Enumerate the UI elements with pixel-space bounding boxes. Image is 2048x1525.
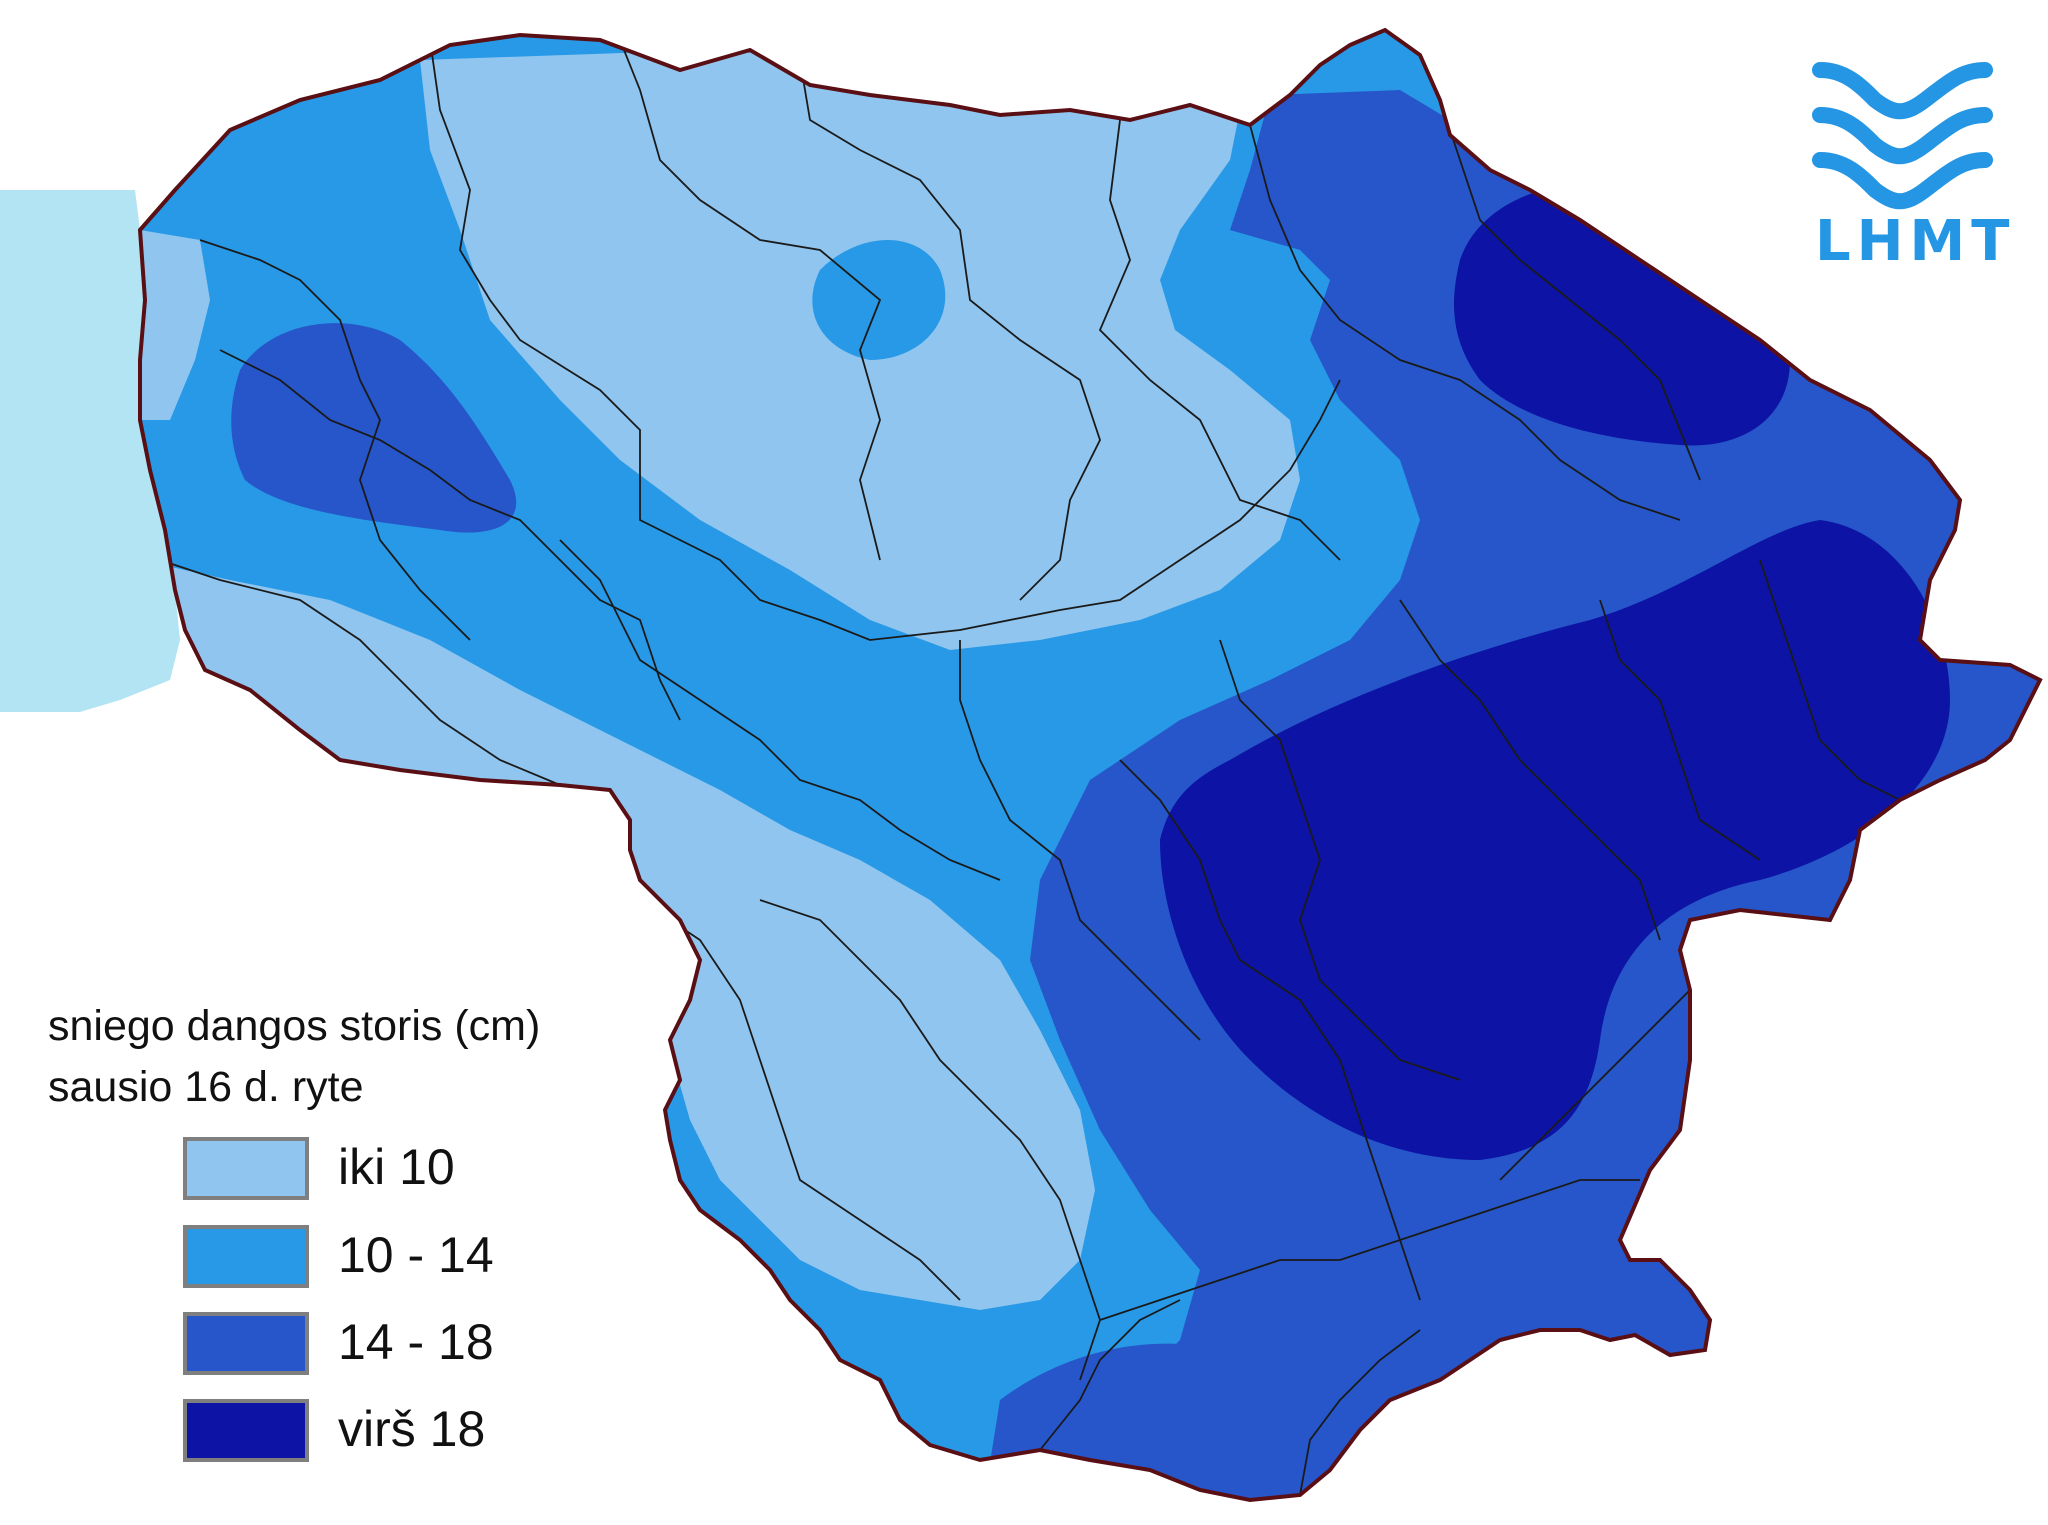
legend-title-line2: sausio 16 d. ryte — [48, 1063, 364, 1111]
zone-iki-10-west — [140, 560, 1095, 1310]
lhmt-logo: LHMT — [1812, 62, 2015, 274]
legend-swatch — [183, 1225, 309, 1288]
legend-swatch — [183, 1399, 309, 1462]
zone-virs-18-center-east — [1160, 520, 1950, 1160]
legend-swatch — [183, 1312, 309, 1375]
legend-label: virš 18 — [338, 1401, 486, 1457]
lithuania-border — [137, 27, 2043, 1503]
legend-item-virs-18: virš 18 — [183, 1399, 583, 1491]
legend-item-10-14: 10 - 14 — [183, 1225, 583, 1317]
logo-wave-2-icon — [1812, 107, 1993, 165]
legend-label: 10 - 14 — [338, 1227, 494, 1283]
district-boundaries — [159, 39, 1901, 1496]
legend-swatch — [183, 1137, 309, 1200]
baltic-sea — [0, 190, 180, 712]
legend-label: 14 - 18 — [338, 1314, 494, 1370]
zone-iki-10-coast — [140, 230, 210, 420]
legend-title-line1: sniego dangos storis (cm) — [48, 1002, 541, 1050]
logo-wave-1-icon — [1812, 62, 1993, 120]
legend-label: iki 10 — [338, 1139, 455, 1195]
legend-item-14-18: 14 - 18 — [183, 1312, 583, 1404]
legend-item-iki-10: iki 10 — [183, 1137, 583, 1229]
logo-wave-3-icon — [1812, 152, 1993, 210]
logo-text: LHMT — [1815, 209, 2015, 274]
